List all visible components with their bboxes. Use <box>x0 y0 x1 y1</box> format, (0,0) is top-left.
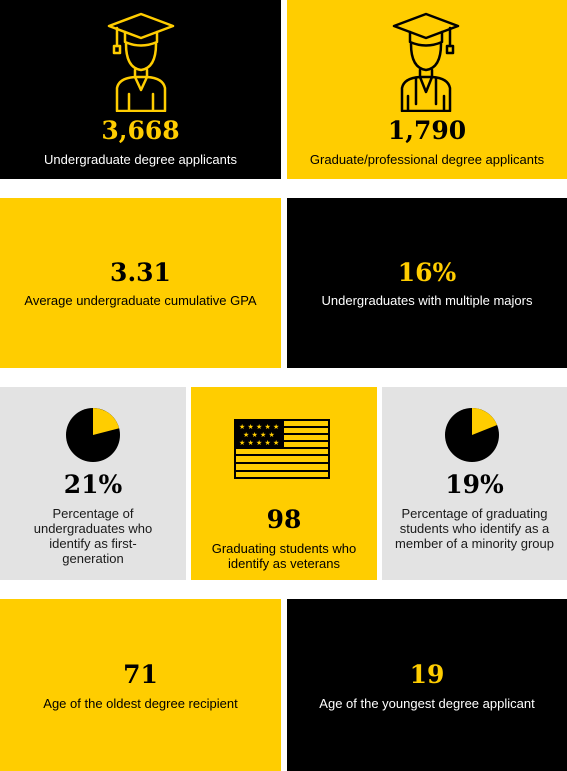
stat-label: Undergraduate degree applicants <box>44 152 237 167</box>
stat-label: Average undergraduate cumulative GPA <box>24 293 257 308</box>
stat-value: 71 <box>123 660 158 689</box>
oldest-recipient-tile: 71 Age of the oldest degree recipient <box>0 599 281 771</box>
pie-chart-icon <box>445 408 499 462</box>
stat-value: 19 <box>409 660 445 689</box>
grad-applicants-tile: 1,790 Graduate/professional degree appli… <box>287 0 567 179</box>
graduate-icon <box>107 12 175 112</box>
stat-value: 3,668 <box>101 116 180 145</box>
stat-label: Percentage of undergraduates who identif… <box>33 506 153 566</box>
youngest-applicant-tile: 19 Age of the youngest degree applicant <box>287 599 567 771</box>
stat-value: 19% <box>445 470 504 499</box>
graduate-hood-icon <box>392 12 460 112</box>
stat-label: Age of the youngest degree applicant <box>319 696 535 711</box>
stat-label: Graduate/professional degree applicants <box>309 152 545 167</box>
minority-tile: 19% Percentage of graduating students wh… <box>382 387 567 580</box>
avg-gpa-tile: 3.31 Average undergraduate cumulative GP… <box>0 198 281 368</box>
pie-slice <box>472 408 498 435</box>
flag-icon: ★ ★ ★ ★ ★ ★ ★ ★ ★ ★ ★ ★ ★ ★ <box>234 419 330 479</box>
multiple-majors-tile: 16% Undergraduates with multiple majors <box>287 198 567 368</box>
stat-label: Graduating students who identify as vete… <box>211 541 357 571</box>
stat-label: Age of the oldest degree recipient <box>43 696 238 711</box>
stat-value: 1,790 <box>387 116 467 145</box>
pie-chart-icon <box>66 408 120 462</box>
undergrad-applicants-tile: 3,668 Undergraduate degree applicants <box>0 0 281 179</box>
stat-label: Percentage of graduating students who id… <box>395 506 554 551</box>
svg-text:★ ★ ★ ★ ★: ★ ★ ★ ★ ★ <box>239 423 279 431</box>
stat-value: 98 <box>266 505 302 534</box>
svg-text:★ ★ ★ ★ ★: ★ ★ ★ ★ ★ <box>239 439 279 447</box>
stat-value: 21% <box>63 470 123 499</box>
stat-value: 3.31 <box>110 258 171 287</box>
veterans-tile: ★ ★ ★ ★ ★ ★ ★ ★ ★ ★ ★ ★ ★ ★ 98 Graduatin… <box>191 387 377 580</box>
pie-slice <box>93 408 120 435</box>
svg-text:★ ★ ★ ★: ★ ★ ★ ★ <box>243 431 275 439</box>
stat-label: Undergraduates with multiple majors <box>321 293 533 308</box>
first-generation-tile: 21% Percentage of undergraduates who ide… <box>0 387 186 580</box>
stat-value: 16% <box>397 258 457 287</box>
